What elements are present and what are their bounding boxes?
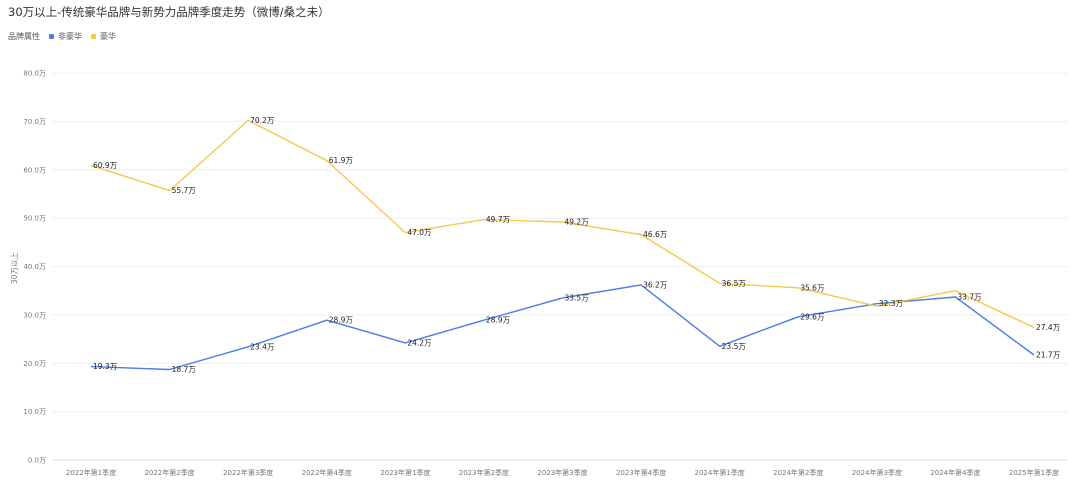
data-label: 29.6万	[800, 312, 825, 321]
data-label: 35.6万	[800, 283, 825, 292]
data-label: 61.9万	[329, 156, 354, 165]
x-tick-label: 2024年第1季度	[695, 468, 745, 477]
y-tick-label: 50.0万	[23, 215, 46, 223]
data-label: 33.7万	[957, 292, 982, 301]
x-tick-label: 2024年第3季度	[852, 468, 902, 477]
chart-title: 30万以上-传统豪华品牌与新势力品牌季度走势（微博/桑之未）	[8, 5, 330, 19]
x-tick-label: 2023年第1季度	[380, 468, 430, 477]
data-label: 21.7万	[1036, 351, 1061, 360]
y-tick-label: 60.0万	[23, 166, 46, 174]
data-label: 24.2万	[407, 338, 432, 347]
x-tick-label: 2022年第4季度	[302, 468, 352, 477]
y-tick-label: 70.0万	[23, 118, 46, 126]
data-label: 32.3万	[879, 299, 904, 308]
y-tick-label: 40.0万	[23, 263, 46, 271]
legend-swatch-luxury	[91, 34, 96, 39]
x-tick-label: 2024年第4季度	[930, 468, 980, 477]
data-label: 60.9万	[93, 161, 118, 170]
y-axis-title: 30万以上	[10, 251, 19, 284]
data-label: 49.2万	[565, 217, 590, 226]
label-layer: 19.3万 18.7万 23.4万 28.9万 24.2万 28.9万 33.5万 36.2万…	[93, 116, 1061, 374]
data-label: 36.2万	[643, 280, 668, 289]
legend-label-non-luxury: 非豪华	[58, 32, 82, 41]
legend-swatch-non-luxury	[49, 34, 54, 39]
legend-title: 品牌属性	[8, 32, 40, 41]
x-tick-label: 2022年第1季度	[66, 468, 116, 477]
series-layer	[90, 119, 1035, 371]
legend-label-luxury: 豪华	[100, 32, 116, 41]
data-label: 47.0万	[407, 228, 432, 237]
y-tick-label: 20.0万	[23, 360, 46, 368]
data-label: 55.7万	[172, 186, 197, 195]
series-line-luxury	[90, 119, 1035, 329]
y-tick-label: 0.0万	[28, 457, 46, 465]
x-tick-label: 2025年第1季度	[1009, 468, 1059, 477]
series-line-non-luxury	[90, 284, 1035, 371]
x-tick-label: 2022年第2季度	[144, 468, 194, 477]
legend: 品牌属性 非豪华 豪华	[8, 31, 125, 42]
x-tick-label: 2024年第2季度	[773, 468, 823, 477]
data-label: 27.4万	[1036, 323, 1061, 332]
y-tick-label: 80.0万	[23, 70, 46, 78]
axis-layer: 30万以上 0.0万 10.0万 20.0万 30.0万 40.0万 50.0万 60.0万…	[10, 70, 1059, 478]
data-label: 49.7万	[486, 215, 511, 224]
x-tick-label: 2023年第3季度	[537, 468, 587, 477]
data-label: 70.2万	[250, 116, 275, 125]
legend-item-non-luxury[interactable]: 非豪华	[49, 31, 82, 42]
data-label: 28.9万	[329, 316, 354, 325]
data-label: 33.5万	[565, 293, 590, 302]
data-label: 46.6万	[643, 230, 668, 239]
data-label: 23.5万	[722, 342, 747, 351]
data-label: 19.3万	[93, 362, 118, 371]
data-label: 36.5万	[722, 279, 747, 288]
y-tick-label: 30.0万	[23, 311, 46, 319]
data-label: 23.4万	[250, 342, 275, 351]
grid-layer	[52, 72, 1068, 461]
x-tick-label: 2022年第3季度	[223, 468, 273, 477]
y-tick-label: 10.0万	[23, 408, 46, 416]
x-tick-label: 2023年第4季度	[616, 468, 666, 477]
data-label: 28.9万	[486, 316, 511, 325]
data-label: 18.7万	[172, 365, 197, 374]
legend-item-luxury[interactable]: 豪华	[91, 31, 116, 42]
x-tick-label: 2023年第2季度	[459, 468, 509, 477]
